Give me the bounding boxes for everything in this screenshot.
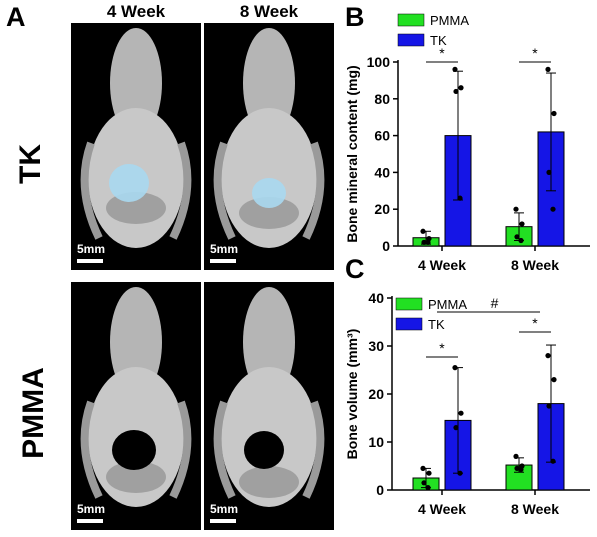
between-groups-marker: # xyxy=(491,295,499,311)
data-point xyxy=(514,465,520,471)
legend-label-tk: TK xyxy=(430,33,447,48)
data-point xyxy=(519,221,525,227)
scale-bar-label: 5mm xyxy=(77,242,106,256)
y-tick-label: 0 xyxy=(382,238,390,254)
panel-b-letter: B xyxy=(345,2,365,32)
y-tick-label: 100 xyxy=(367,54,391,70)
data-point xyxy=(426,470,432,476)
y-tick-label: 0 xyxy=(376,482,384,498)
data-point xyxy=(546,169,552,175)
data-point xyxy=(457,470,463,476)
x-tick-label: 4 Week xyxy=(418,501,466,517)
data-point xyxy=(452,365,458,371)
scale-bar-label: 5mm xyxy=(210,242,239,256)
scale-bar xyxy=(210,259,236,263)
chart-bone-mineral-content: 0 20 40 60 80 100 Bone mineral content (mg) 4 W… xyxy=(344,13,590,272)
significance-marker: * xyxy=(439,45,445,61)
data-point xyxy=(425,239,431,245)
data-point xyxy=(546,403,552,409)
column-header-8-week: 8 Week xyxy=(239,2,299,21)
legend-swatch-pmma xyxy=(397,13,425,27)
y-tick-label: 40 xyxy=(368,290,384,306)
defect-region xyxy=(252,178,286,208)
data-point xyxy=(518,237,524,244)
legend-swatch-pmma xyxy=(395,297,423,311)
skull-photo-pmma-4-week: 5mm xyxy=(71,282,201,530)
data-point xyxy=(421,239,427,245)
defect-region xyxy=(109,164,149,202)
scale-bar xyxy=(210,519,236,523)
scale-bar-label: 5mm xyxy=(210,502,239,516)
panel-c-letter: C xyxy=(345,254,365,284)
legend-swatch-tk xyxy=(397,33,425,47)
x-tick-label: 4 Week xyxy=(418,257,466,272)
chart-bone-volume: 0 10 20 30 40 Bone volume (mm³) 4 Week * 8 Week *… xyxy=(344,290,590,517)
significance-marker: * xyxy=(532,45,538,61)
x-tick-label: 8 Week xyxy=(511,257,559,272)
y-axis-label: Bone volume (mm³) xyxy=(344,329,360,460)
data-point xyxy=(550,206,556,212)
skull-render xyxy=(213,287,325,507)
skull-photo-pmma-8-week: 5mm xyxy=(204,282,334,530)
y-tick-label: 20 xyxy=(368,386,384,402)
skull-render xyxy=(80,28,192,248)
data-point xyxy=(551,377,557,383)
panel-a-letter: A xyxy=(6,2,26,32)
data-point xyxy=(421,480,427,486)
data-point xyxy=(420,228,426,234)
data-point xyxy=(551,110,557,117)
significance-marker: * xyxy=(439,340,445,356)
data-point xyxy=(545,66,551,72)
scale-bar xyxy=(77,519,103,523)
legend-swatch-tk xyxy=(395,317,423,331)
defect-region xyxy=(112,430,156,470)
data-point xyxy=(513,206,519,212)
data-point xyxy=(458,85,464,91)
skull-render xyxy=(213,28,325,248)
legend-label-pmma: PMMA xyxy=(430,13,469,28)
y-tick-label: 30 xyxy=(368,338,384,354)
scale-bar-label: 5mm xyxy=(77,502,106,516)
data-point xyxy=(550,458,556,464)
y-tick-label: 40 xyxy=(374,164,390,180)
legend-label-tk: TK xyxy=(428,317,445,332)
scale-bar xyxy=(77,259,103,263)
row-label-pmma: PMMA xyxy=(17,367,50,459)
data-point xyxy=(513,453,519,459)
data-point xyxy=(425,485,431,491)
y-tick-label: 10 xyxy=(368,434,384,450)
x-tick-label: 8 Week xyxy=(511,501,559,517)
skull-photo-tk-4-week: 5mm xyxy=(71,23,201,270)
data-point xyxy=(457,195,463,201)
data-point xyxy=(420,465,426,471)
legend-label-pmma: PMMA xyxy=(428,297,467,312)
y-tick-label: 60 xyxy=(374,128,390,144)
data-point xyxy=(453,88,459,95)
defect-region xyxy=(244,431,284,469)
skull-photo-tk-8-week: 5mm xyxy=(204,23,334,270)
skull-render xyxy=(80,287,192,507)
data-point xyxy=(514,234,520,240)
data-point xyxy=(545,353,551,359)
y-tick-label: 80 xyxy=(374,91,390,107)
data-point xyxy=(518,466,524,472)
row-label-tk: TK xyxy=(14,144,47,184)
column-header-4-week: 4 Week xyxy=(106,2,166,21)
significance-marker: * xyxy=(532,315,538,331)
y-tick-label: 20 xyxy=(374,201,390,217)
data-point xyxy=(453,425,459,431)
data-point xyxy=(452,66,458,72)
data-point xyxy=(458,410,464,416)
y-axis-label: Bone mineral content (mg) xyxy=(344,65,360,242)
